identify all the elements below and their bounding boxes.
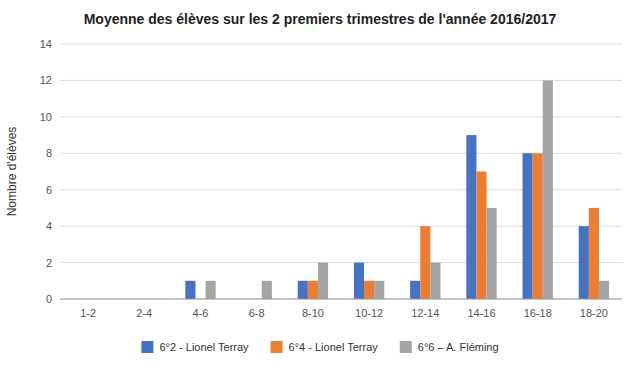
- bar: [206, 281, 216, 299]
- grid-line: [60, 116, 622, 117]
- grid-line: [60, 44, 622, 45]
- y-tick-label: 8: [46, 147, 52, 159]
- y-tick-label: 6: [46, 184, 52, 196]
- bar: [364, 281, 374, 299]
- grid: [60, 44, 622, 299]
- bar: [543, 80, 553, 299]
- legend-label: 6°6 – A. Fléming: [418, 341, 499, 353]
- bar: [318, 263, 328, 299]
- bar: [374, 281, 384, 299]
- bar: [185, 281, 195, 299]
- x-tick-label: 6-8: [249, 307, 265, 319]
- bar: [298, 281, 308, 299]
- legend-item: 6°6 – A. Fléming: [400, 341, 499, 353]
- y-tick-label: 2: [46, 257, 52, 269]
- legend-item: 6°4 - Lionel Terray: [271, 341, 379, 353]
- title: Moyenne des élèves sur les 2 premiers tr…: [84, 11, 557, 27]
- legend-swatch: [400, 341, 412, 353]
- grid-line: [60, 299, 622, 300]
- x-tick-label: 8-10: [302, 307, 324, 319]
- legend-item: 6°2 - Lionel Terray: [141, 341, 249, 353]
- x-tick-label: 18-20: [580, 307, 608, 319]
- bar: [579, 226, 589, 299]
- bar: [420, 226, 430, 299]
- legend-swatch: [271, 341, 283, 353]
- legend-label: 6°4 - Lionel Terray: [289, 341, 379, 353]
- y-tick-label: 4: [46, 220, 52, 232]
- y-tick-label: 10: [40, 111, 52, 123]
- bar: [354, 263, 364, 299]
- x-tick-label: 10-12: [355, 307, 383, 319]
- y-tick-label: 12: [40, 74, 52, 86]
- x-tick-label: 14-16: [467, 307, 495, 319]
- legend-label: 6°2 - Lionel Terray: [159, 341, 249, 353]
- legend-swatch: [141, 341, 153, 353]
- bar: [533, 153, 543, 299]
- legend: 6°2 - Lionel Terray 6°4 - Lionel Terray 6°…: [141, 341, 498, 353]
- bar: [430, 263, 440, 299]
- x-tick-label: 1-2: [80, 307, 96, 319]
- bar: [308, 281, 318, 299]
- x-axis-line: [60, 299, 622, 300]
- chart: Moyenne des élèves sur les 2 premiers tr…: [0, 0, 640, 381]
- bar: [599, 281, 609, 299]
- bar: [476, 172, 486, 300]
- x-tick-label: 16-18: [524, 307, 552, 319]
- y-tick-label: 0: [46, 293, 52, 305]
- y-tick-label: 14: [40, 38, 52, 50]
- bar: [487, 208, 497, 299]
- x-tick-label: 2-4: [136, 307, 152, 319]
- x-tick-label: 4-6: [193, 307, 209, 319]
- bar: [262, 281, 272, 299]
- y-axis-label: Nombre d'élèves: [5, 127, 19, 217]
- bar: [523, 153, 533, 299]
- bar: [466, 135, 476, 299]
- grid-line: [60, 80, 622, 81]
- x-tick-label: 12-14: [411, 307, 439, 319]
- bar: [410, 281, 420, 299]
- bar: [589, 208, 599, 299]
